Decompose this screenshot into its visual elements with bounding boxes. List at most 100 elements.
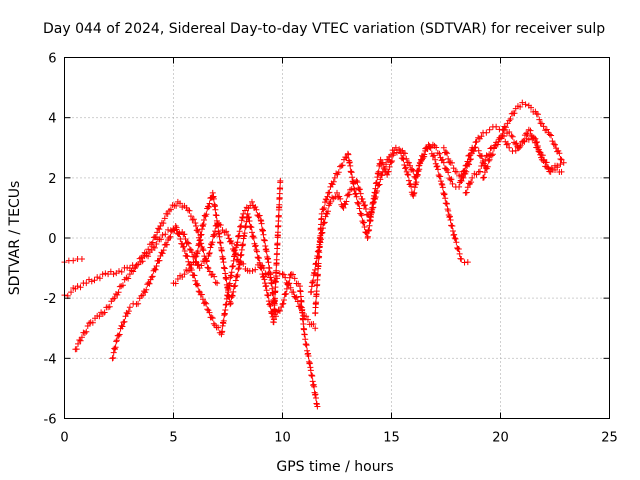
data-point: [89, 319, 96, 326]
data-point: [223, 276, 230, 283]
data-point: [441, 191, 448, 198]
data-point: [116, 331, 123, 338]
data-point: [265, 259, 272, 266]
data-point: [337, 163, 344, 170]
data-point: [312, 394, 319, 401]
data-point: [200, 221, 207, 228]
data-point: [173, 224, 180, 231]
data-point: [205, 204, 212, 211]
data-point: [364, 233, 371, 240]
data-point: [221, 265, 228, 272]
data-point: [557, 156, 564, 163]
data-point: [320, 206, 327, 213]
data-point: [220, 317, 227, 324]
data-point: [343, 198, 350, 205]
data-point: [393, 149, 400, 156]
data-point: [440, 159, 447, 166]
data-point: [479, 159, 486, 166]
data-point: [189, 249, 196, 256]
data-point: [240, 241, 247, 248]
data-point: [235, 233, 242, 240]
data-point: [208, 314, 215, 321]
data-point: [378, 172, 385, 179]
data-point: [210, 195, 217, 202]
data-point: [329, 181, 336, 188]
data-point: [113, 338, 120, 345]
data-point: [207, 244, 214, 251]
data-point: [263, 248, 270, 255]
data-point: [548, 165, 555, 172]
data-point: [212, 228, 219, 235]
data-point: [206, 309, 213, 316]
data-point: [511, 110, 518, 117]
data-point: [452, 235, 459, 242]
data-point: [237, 223, 244, 230]
data-point: [437, 173, 444, 180]
data-point: [228, 269, 235, 276]
data-point: [204, 264, 211, 271]
data-point: [146, 280, 153, 287]
data-point: [195, 288, 202, 295]
chart-title: Day 044 of 2024, Sidereal Day-to-day VTE…: [43, 21, 605, 37]
data-point: [202, 255, 209, 262]
data-point: [148, 274, 155, 281]
data-point: [203, 211, 210, 218]
data-point: [258, 265, 265, 272]
data-point: [352, 191, 359, 198]
data-point: [201, 212, 208, 219]
data-point: [414, 171, 421, 178]
data-point: [245, 214, 252, 221]
data-point: [158, 236, 165, 243]
data-point: [78, 256, 85, 263]
data-point: [286, 280, 293, 287]
data-point: [532, 135, 539, 142]
data-point: [446, 213, 453, 220]
x-tick-label: 25: [601, 431, 618, 446]
data-point: [439, 156, 446, 163]
data-point: [91, 277, 98, 284]
data-point: [223, 228, 230, 235]
data-point: [444, 166, 451, 173]
data-point: [519, 138, 526, 145]
data-point: [233, 273, 240, 280]
data-point: [181, 248, 188, 255]
data-point: [423, 144, 430, 151]
data-point: [527, 127, 534, 134]
data-point: [148, 241, 155, 248]
data-point: [316, 243, 323, 250]
data-point: [523, 130, 530, 137]
data-point: [447, 217, 454, 224]
data-point: [145, 246, 152, 253]
ticks-layer: 0 5 10 15 20 25 -6 -4 -2 0 2 4 6: [44, 52, 618, 446]
data-point: [265, 292, 272, 299]
data-point: [119, 282, 126, 289]
data-point: [252, 242, 259, 249]
data-point: [242, 207, 249, 214]
data-point: [342, 201, 349, 208]
data-point: [118, 322, 125, 329]
data-point: [215, 222, 222, 229]
data-point: [379, 159, 386, 166]
data-point: [160, 220, 167, 227]
y-tick-label: 6: [48, 52, 56, 67]
data-point: [416, 159, 423, 166]
data-point: [184, 253, 191, 260]
data-point: [232, 282, 239, 289]
data-point: [126, 271, 133, 278]
data-point: [493, 123, 500, 130]
data-point: [411, 184, 418, 191]
data-point: [509, 133, 516, 140]
data-point: [225, 231, 231, 238]
data-point: [147, 276, 154, 283]
data-point: [139, 258, 146, 265]
data-point: [160, 247, 167, 254]
data-point: [303, 342, 310, 349]
data-point: [463, 168, 470, 175]
data-point: [112, 344, 119, 351]
data-point: [256, 255, 263, 262]
data-point: [102, 270, 109, 277]
series-sat-j: [480, 126, 565, 181]
data-point: [353, 193, 360, 200]
data-point: [263, 282, 270, 289]
data-point: [326, 189, 333, 196]
